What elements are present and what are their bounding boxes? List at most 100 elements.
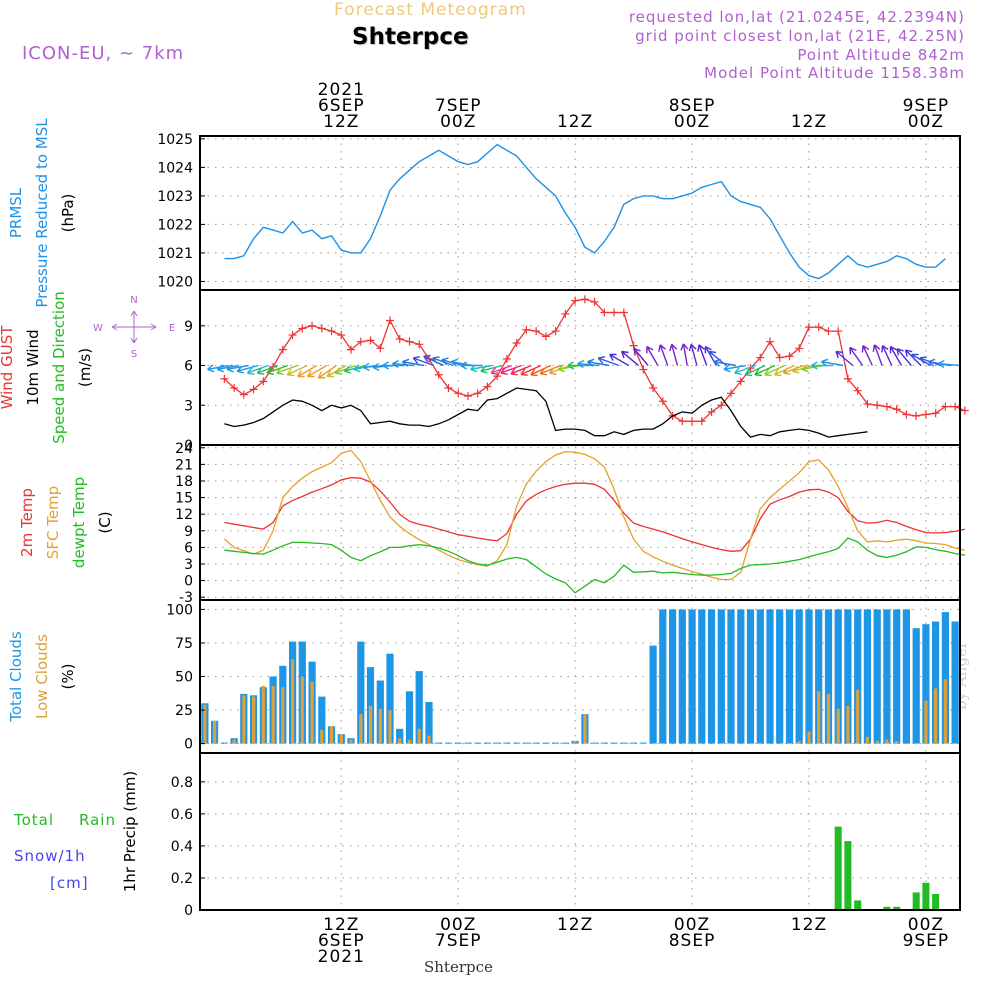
wind-arrow (820, 358, 844, 367)
gust-marker (795, 344, 804, 353)
wind-arrow (317, 364, 337, 379)
y-tick-label: 25 (175, 703, 193, 719)
gust-marker (843, 374, 852, 383)
gust-marker (337, 331, 346, 340)
cloud-bar-total (737, 609, 745, 744)
cloud-bar-low (291, 659, 295, 744)
cloud-bar-total (785, 609, 794, 744)
wind-arrow (256, 364, 279, 375)
wind-arrow (881, 345, 893, 366)
cloud-bar-low (875, 740, 879, 744)
cloud-bar-total (561, 742, 569, 744)
time-label-bottom: 00Z (674, 915, 710, 935)
gust-marker (931, 409, 940, 418)
y-tick-label: 24 (175, 441, 193, 457)
y-tick-label: 21 (175, 457, 193, 473)
compass-south: S (131, 349, 137, 360)
wind-arrow (937, 359, 961, 369)
axis-label: Speed and Direction (50, 291, 68, 444)
cloud-bar-total (902, 609, 910, 744)
precip-bar (893, 906, 901, 910)
cloud-bar-total (610, 742, 618, 744)
gust-marker (892, 405, 901, 414)
cloud-bar-total (425, 702, 433, 744)
wind-arrow (734, 364, 756, 375)
precip-bar (912, 892, 920, 910)
axis-label: SFC Temp (44, 486, 62, 559)
gust-marker (902, 410, 911, 419)
compass-north: N (130, 295, 137, 306)
cloud-bar-low (242, 695, 246, 744)
cloud-bar-total (756, 609, 764, 744)
data-layer (200, 143, 969, 911)
grid-point-coordinates: grid point closest lon,lat (21E, 42.25N) (635, 27, 965, 45)
gust-marker (941, 402, 950, 411)
wind-arrow (810, 361, 834, 370)
y-tick-label: 100 (166, 602, 193, 618)
cloud-bar-total (912, 628, 920, 744)
gust-marker (658, 397, 667, 406)
cloud-bar-low (826, 693, 831, 744)
cloud-bar-low (895, 740, 899, 744)
cloud-bar-low (271, 685, 275, 744)
precip-bar (883, 906, 891, 910)
y-tick-label: 1024 (157, 160, 193, 176)
gust-marker (619, 308, 628, 317)
wind-arrow (412, 356, 435, 367)
cloud-bar-low (398, 738, 402, 744)
cloud-bar-total (357, 641, 365, 744)
gust-marker (454, 389, 463, 398)
wind-arrow (460, 361, 483, 370)
gust-marker (814, 323, 823, 332)
cloud-bar-total (932, 621, 940, 744)
cloud-bar-total (591, 742, 599, 744)
cloud-bar-low (943, 679, 947, 744)
wind-arrow (382, 361, 405, 370)
panel-title-precip: 1hr Precip (mm) (121, 771, 139, 892)
cloud-bar-total (893, 609, 901, 744)
cloud-bar-total (474, 742, 482, 744)
wind-arrow (861, 345, 873, 366)
precip-bar (834, 826, 842, 910)
y-tick-label: 1025 (157, 132, 193, 148)
gust-marker (366, 336, 375, 345)
cloud-bar-total (503, 742, 511, 744)
wind-arrow (577, 359, 600, 369)
gust-marker (278, 345, 287, 354)
cloud-bar-total (483, 742, 491, 744)
cloud-bar-low (349, 739, 353, 744)
axis-label: 10m Wind (24, 329, 42, 405)
gust-marker (736, 377, 745, 386)
time-label-top: 6SEP (318, 96, 365, 116)
y-tick-label: 0.8 (171, 775, 193, 791)
gust-marker (766, 337, 774, 346)
time-label-bottom: 2021 (318, 947, 365, 967)
time-label-top: 00Z (674, 112, 710, 132)
cloud-bar-total (766, 609, 774, 744)
gust-marker (415, 340, 424, 349)
gust-marker (629, 341, 638, 350)
cloud-bar-total (386, 653, 394, 744)
gust-marker (386, 316, 394, 325)
wind-arrow (764, 364, 785, 377)
wind-arrow (872, 344, 883, 366)
wind-arrow (391, 359, 415, 369)
precip-bar (932, 894, 940, 910)
cloud-bar-total (776, 609, 784, 744)
wind-arrow (480, 364, 503, 374)
cloud-bar-total (863, 609, 871, 744)
cloud-bar-total (405, 691, 414, 744)
point-altitude: Point Altitude 842m (797, 46, 965, 64)
gust-marker (434, 370, 443, 379)
gust-marker (308, 321, 317, 330)
gust-marker (707, 407, 716, 416)
cloud-bar-low (281, 687, 285, 744)
gust-marker (347, 345, 356, 354)
cloud-bar-low (232, 739, 236, 744)
wind-arrow (423, 354, 444, 367)
gust-marker (376, 344, 385, 353)
gust-marker (610, 308, 619, 317)
gust-marker (551, 327, 560, 336)
cloud-bar-total (815, 609, 823, 744)
wind-arrow (849, 346, 864, 366)
